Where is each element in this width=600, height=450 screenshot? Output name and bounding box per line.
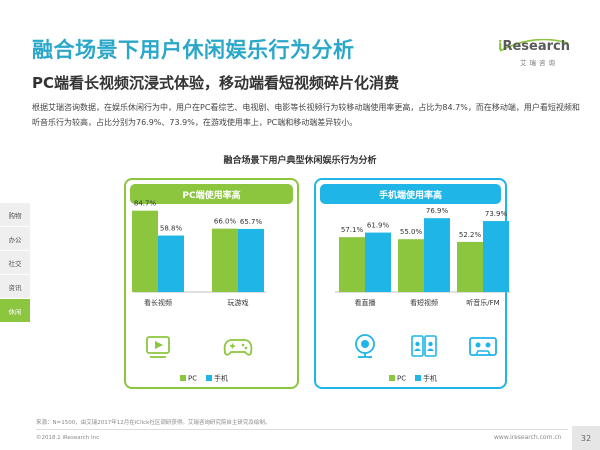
footer-divider xyxy=(36,429,568,430)
category-label-2: 看直播 xyxy=(355,298,376,307)
side-nav-item-news[interactable]: 资讯 xyxy=(0,275,30,298)
pc-panel-header: PC端使用率高 xyxy=(130,184,293,204)
side-nav-item-office[interactable]: 办公 xyxy=(0,227,30,250)
side-nav-item-social[interactable]: 社交 xyxy=(0,251,30,274)
mobile-legend-label-0: PC xyxy=(397,375,406,383)
bar-pc-1 xyxy=(212,228,238,292)
logo-wordmark: iResearch xyxy=(498,39,570,54)
iresearch-logo: iResearch 艾瑞咨询 xyxy=(498,37,570,77)
page-number: 32 xyxy=(572,426,600,450)
mobile-legend-swatch-1 xyxy=(415,375,421,381)
mobile-panel-header: 手机端使用率高 xyxy=(320,184,501,204)
category-label-4: 听音乐/FM xyxy=(466,298,499,307)
bar-mobile-3 xyxy=(424,218,450,292)
logo-swoosh-icon xyxy=(499,39,569,52)
side-nav: 购物 办公 社交 资讯 休闲 xyxy=(0,203,30,323)
video-play-icon xyxy=(146,336,170,358)
value-label-pc-4: 52.2% xyxy=(459,231,482,239)
pc-legend-swatch-1 xyxy=(206,375,212,381)
bar-mobile-2 xyxy=(365,232,391,292)
bar-mobile-1 xyxy=(238,228,264,292)
pc-legend-label-0: PC xyxy=(188,375,197,383)
value-label-pc-3: 55.0% xyxy=(400,228,423,236)
value-label-pc-0: 84.7% xyxy=(134,200,157,208)
bar-mobile-0 xyxy=(158,235,184,292)
value-label-mobile-2: 61.9% xyxy=(367,222,390,230)
category-label-1: 玩游戏 xyxy=(228,298,249,307)
summary-paragraph: 根据艾瑞咨询数据，在娱乐休闲行为中，用户在PC看综艺、电视剧、电影等长视频行为较… xyxy=(32,103,580,127)
gamepad-icon xyxy=(223,339,253,356)
footer-source: 来源：N=1500，由艾瑞2017年12月在iClick社区调研获得。艾瑞咨询研… xyxy=(36,420,271,426)
value-label-pc-2: 57.1% xyxy=(341,226,364,234)
logo-chinese-name: 艾瑞咨询 xyxy=(520,59,558,67)
pc-panel: PC端使用率高 xyxy=(124,178,299,389)
category-label-0: 看长视频 xyxy=(144,298,172,307)
value-label-mobile-3: 76.9% xyxy=(426,207,449,215)
side-nav-item-leisure[interactable]: 休闲 xyxy=(0,299,30,322)
chart-title: 融合场景下用户典型休闲娱乐行为分析 xyxy=(223,156,377,166)
value-label-mobile-4: 73.9% xyxy=(485,210,508,218)
phone-video-icon xyxy=(411,335,437,357)
bar-pc-0 xyxy=(132,210,158,292)
value-label-mobile-1: 65.7% xyxy=(240,218,263,226)
footer-url[interactable]: www.iresearch.com.cn xyxy=(494,434,562,441)
value-label-pc-1: 66.0% xyxy=(214,218,237,226)
pc-legend-swatch-0 xyxy=(180,375,186,381)
page-title: 融合场景下用户休闲娱乐行为分析 xyxy=(32,38,355,62)
webcam-icon xyxy=(355,334,375,358)
side-nav-item-shopping[interactable]: 购物 xyxy=(0,203,30,226)
bar-pc-2 xyxy=(339,237,365,292)
value-label-mobile-0: 58.8% xyxy=(160,225,183,233)
mobile-legend-swatch-0 xyxy=(389,375,395,381)
category-label-3: 看短视频 xyxy=(410,298,438,307)
mobile-legend-label-1: 手机 xyxy=(423,374,437,383)
cassette-icon xyxy=(469,337,497,356)
bar-pc-4 xyxy=(457,241,483,292)
page-subtitle: PC端看长视频沉浸式体验，移动端看短视频碎片化消费 xyxy=(32,74,400,92)
footer-copyright: ©2018.1 iResearch Inc xyxy=(36,435,100,441)
bar-pc-3 xyxy=(398,239,424,292)
bar-mobile-4 xyxy=(483,221,509,292)
pc-legend-label-1: 手机 xyxy=(214,374,228,383)
